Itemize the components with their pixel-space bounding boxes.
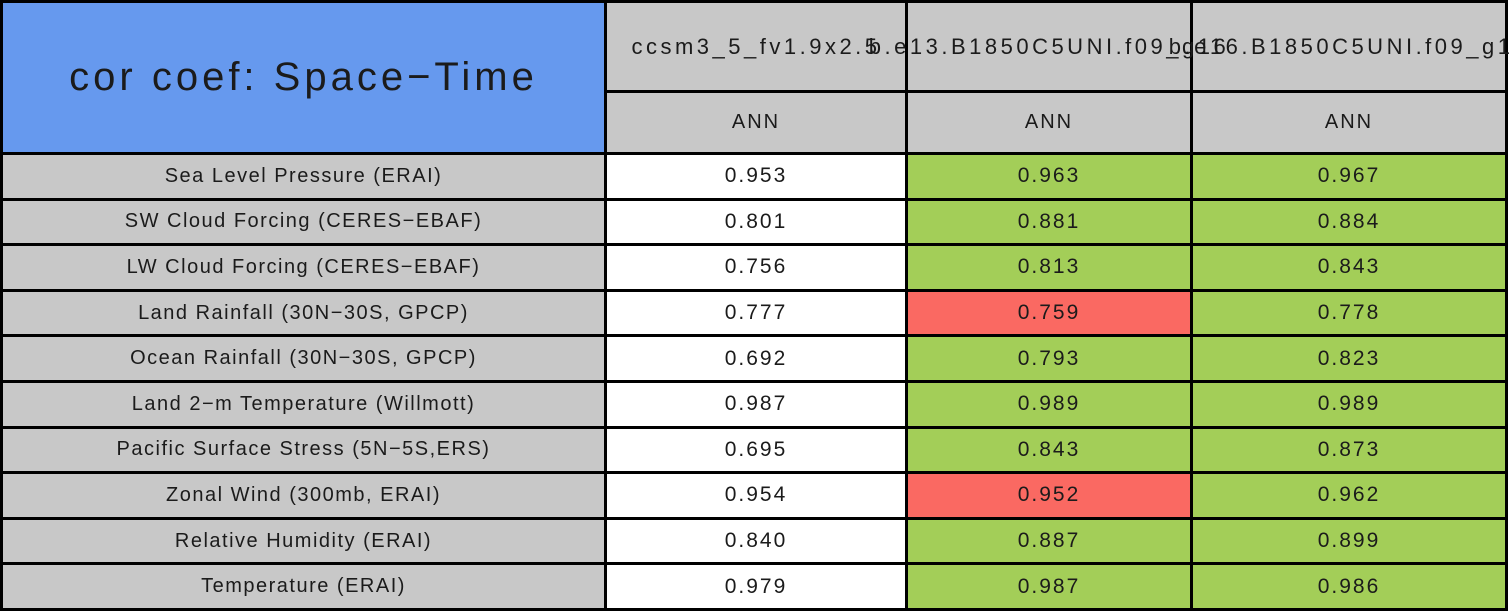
value-cell: 0.989 — [1190, 379, 1508, 429]
row-label: Ocean Rainfall (30N−30S, GPCP) — [0, 334, 607, 383]
case-header-row: cor coef: Space−Time ccsm3_5_fv1.9x2.5 b… — [0, 0, 1510, 155]
value-cell: 0.813 — [905, 243, 1193, 292]
value-cell: 0.777 — [604, 288, 908, 338]
value-cell: 0.962 — [1190, 471, 1508, 520]
value-cell: 0.887 — [905, 516, 1193, 566]
value-cell: 0.873 — [1190, 425, 1508, 475]
table-title-text: cor coef: Space−Time — [69, 55, 538, 99]
value-cell: 0.954 — [604, 471, 908, 520]
value-cell: 0.899 — [1190, 516, 1508, 566]
value-cell: 0.692 — [604, 334, 908, 383]
value-cell: 0.979 — [604, 562, 908, 611]
table-row: Sea Level Pressure (ERAI) 0.953 0.963 0.… — [0, 152, 1508, 201]
table-row: Land Rainfall (30N−30S, GPCP) 0.777 0.75… — [0, 288, 1508, 338]
value-cell: 0.843 — [1190, 243, 1508, 292]
row-label: Relative Humidity (ERAI) — [0, 516, 607, 566]
row-label: Land Rainfall (30N−30S, GPCP) — [0, 288, 607, 338]
value-cell: 0.695 — [604, 425, 908, 475]
table-row: Zonal Wind (300mb, ERAI) 0.954 0.952 0.9… — [0, 471, 1508, 520]
season-label: ANN — [1324, 111, 1374, 133]
row-label: Pacific Surface Stress (5N−5S,ERS) — [0, 425, 607, 475]
case-name-3: b.e16.B1850C5UNI.f09_g16 — [1168, 33, 1510, 59]
row-label: Sea Level Pressure (ERAI) — [0, 152, 607, 201]
value-cell: 0.759 — [905, 288, 1193, 338]
table-row: Ocean Rainfall (30N−30S, GPCP) 0.692 0.7… — [0, 334, 1508, 383]
value-cell: 0.778 — [1190, 288, 1508, 338]
value-cell: 0.989 — [905, 379, 1193, 429]
table-row: Land 2−m Temperature (Willmott) 0.987 0.… — [0, 379, 1508, 429]
value-cell: 0.801 — [604, 197, 908, 247]
value-cell: 0.952 — [905, 471, 1193, 520]
value-cell: 0.953 — [604, 152, 908, 201]
table-row: Pacific Surface Stress (5N−5S,ERS) 0.695… — [0, 425, 1508, 475]
value-cell: 0.986 — [1190, 562, 1508, 611]
value-cell: 0.963 — [905, 152, 1193, 201]
value-cell: 0.884 — [1190, 197, 1508, 247]
row-label: Land 2−m Temperature (Willmott) — [0, 379, 607, 429]
table-row: Temperature (ERAI) 0.979 0.987 0.986 — [0, 562, 1508, 611]
case-name-2: b.e13.B1850C5UNI.f09_g16 — [868, 33, 1230, 59]
season-label: ANN — [1024, 111, 1074, 133]
value-cell: 0.987 — [905, 562, 1193, 611]
season-header-row: ANN ANN ANN — [2, 90, 1508, 155]
season-header-cell: ANN — [1190, 90, 1508, 155]
table-title: cor coef: Space−Time — [0, 0, 607, 155]
value-cell: 0.967 — [1190, 152, 1508, 201]
season-header-cell: ANN — [604, 90, 908, 155]
table-row: Relative Humidity (ERAI) 0.840 0.887 0.8… — [0, 516, 1508, 566]
table-row: LW Cloud Forcing (CERES−EBAF) 0.756 0.81… — [0, 243, 1508, 292]
value-cell: 0.987 — [604, 379, 908, 429]
row-label: Temperature (ERAI) — [0, 562, 607, 611]
value-cell: 0.756 — [604, 243, 908, 292]
value-cell: 0.881 — [905, 197, 1193, 247]
case-name-1: ccsm3_5_fv1.9x2.5 — [631, 33, 881, 59]
value-cell: 0.840 — [604, 516, 908, 566]
table-row: SW Cloud Forcing (CERES−EBAF) 0.801 0.88… — [0, 197, 1508, 247]
season-header-cell: ANN — [905, 90, 1193, 155]
case-header-cell: ccsm3_5_fv1.9x2.5 — [604, 0, 908, 93]
case-header-cell: b.e13.B1850C5UNI.f09_g16 — [869, 0, 1226, 93]
row-label: LW Cloud Forcing (CERES−EBAF) — [0, 243, 607, 292]
season-label: ANN — [731, 111, 781, 133]
row-label: Zonal Wind (300mb, ERAI) — [0, 471, 607, 520]
row-label: SW Cloud Forcing (CERES−EBAF) — [0, 197, 607, 247]
value-cell: 0.843 — [905, 425, 1193, 475]
value-cell: 0.793 — [905, 334, 1193, 383]
case-header-cell: b.e16.B1850C5UNI.f09_g16 — [1169, 0, 1510, 93]
value-cell: 0.823 — [1190, 334, 1508, 383]
